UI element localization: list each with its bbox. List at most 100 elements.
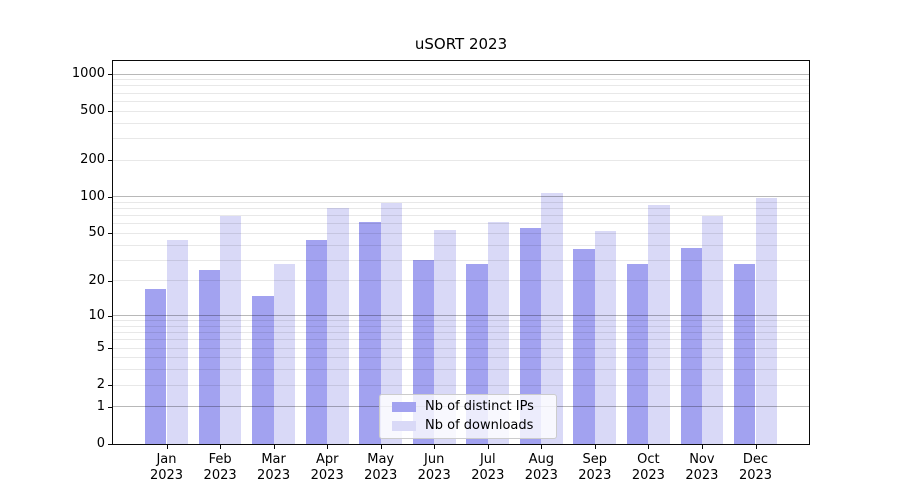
y-tick-mark-100: [108, 196, 113, 198]
y-tick-label-10: 10: [88, 307, 105, 323]
legend-swatch-downloads: [392, 421, 416, 431]
bar-ips-aug: [519, 228, 542, 444]
bar-ips-jan: [145, 289, 167, 444]
gridline-minor-2: [113, 384, 809, 386]
x-tick-mark-oct: [648, 444, 650, 449]
x-tick-label-mar: Mar 2023: [257, 452, 291, 483]
bar-downloads-mar: [273, 263, 295, 444]
gridline-minor-6: [113, 339, 809, 341]
gridline-minor-40: [113, 244, 809, 246]
bar-downloads-nov: [701, 215, 724, 444]
y-tick-label-0: 0: [96, 436, 105, 451]
y-tick-label-100: 100: [80, 188, 105, 204]
bar-ips-apr: [305, 240, 328, 444]
gridline-major-100: [113, 196, 809, 198]
y-tick-mark-1: [108, 406, 113, 408]
y-tick-label-20: 20: [88, 272, 105, 288]
bar-ips-nov: [680, 247, 702, 444]
gridline-minor-200: [113, 159, 809, 161]
gridline-minor-50: [113, 232, 809, 234]
x-tick-mark-nov: [701, 444, 703, 449]
bar-ips-oct: [627, 263, 649, 444]
x-tick-mark-aug: [541, 444, 543, 449]
gridline-minor-4: [113, 357, 809, 359]
y-tick-label-200: 200: [80, 152, 105, 167]
gridline-minor-800: [113, 85, 809, 87]
gridline-minor-700: [113, 92, 809, 94]
legend-swatch-distinct-ips: [392, 402, 416, 412]
plot-area: [113, 61, 809, 444]
x-tick-mark-apr: [327, 444, 329, 449]
y-tick-label-1: 1: [96, 398, 105, 414]
gridline-minor-500: [113, 110, 809, 112]
y-tick-mark-10: [108, 315, 113, 317]
x-tick-label-aug: Aug 2023: [524, 452, 558, 483]
x-tick-mark-sep: [594, 444, 596, 449]
bar-ips-sep: [573, 249, 595, 444]
y-tick-mark-2: [108, 385, 113, 387]
y-tick-label-2: 2: [96, 377, 105, 393]
gridline-minor-9: [113, 320, 809, 322]
y-tick-label-5: 5: [96, 340, 105, 355]
y-tick-mark-5: [108, 348, 113, 349]
gridline-minor-300: [113, 137, 809, 139]
x-tick-label-may: May 2023: [364, 452, 398, 483]
gridline-minor-70: [113, 215, 809, 217]
bar-downloads-oct: [648, 205, 670, 444]
x-tick-label-feb: Feb 2023: [203, 452, 237, 483]
bar-downloads-may: [380, 203, 403, 444]
gridline-minor-60: [113, 223, 809, 225]
x-tick-label-oct: Oct 2023: [631, 452, 665, 483]
gridline-minor-400: [113, 122, 809, 124]
y-tick-mark-200: [108, 160, 113, 161]
bar-downloads-jun: [434, 230, 456, 444]
y-tick-label-500: 500: [80, 103, 105, 119]
x-tick-label-sep: Sep 2023: [578, 452, 612, 483]
gridline-major-1000: [113, 73, 809, 75]
gridline-minor-600: [113, 100, 809, 102]
x-tick-label-nov: Nov 2023: [685, 452, 719, 483]
bar-ips-feb: [198, 269, 221, 444]
bar-downloads-dec: [755, 197, 777, 444]
y-tick-mark-1000: [108, 74, 113, 75]
legend-item-downloads: Nb of downloads: [392, 419, 556, 433]
gridline-major-10: [113, 315, 809, 317]
x-tick-label-apr: Apr 2023: [310, 452, 344, 483]
y-tick-label-50: 50: [88, 225, 105, 241]
bar-ips-mar: [252, 295, 274, 444]
y-tick-mark-500: [108, 111, 113, 113]
bar-ips-may: [359, 222, 381, 444]
gridline-minor-30: [113, 259, 809, 261]
x-tick-mark-feb: [220, 444, 222, 449]
y-tick-label-1000: 1000: [71, 66, 105, 81]
grid-layer: [113, 61, 809, 444]
gridline-minor-7: [113, 332, 809, 334]
x-tick-mark-jul: [487, 444, 489, 449]
gridline-minor-8: [113, 325, 809, 327]
x-tick-mark-jun: [434, 444, 436, 449]
bar-downloads-aug: [541, 192, 563, 444]
bar-downloads-apr: [327, 208, 349, 444]
x-tick-label-dec: Dec 2023: [738, 452, 773, 483]
legend-label-distinct-ips: Nb of distinct IPs: [425, 399, 534, 414]
x-tick-label-jul: Jul 2023: [471, 452, 505, 483]
bar-downloads-sep: [594, 231, 617, 444]
gridline-minor-5: [113, 347, 809, 349]
gridline-minor-20: [113, 280, 809, 282]
gridline-minor-90: [113, 201, 809, 203]
bar-downloads-jan: [166, 240, 188, 444]
x-tick-mark-mar: [273, 444, 275, 449]
bar-ips-dec: [734, 263, 756, 444]
x-tick-label-jun: Jun 2023: [417, 452, 451, 483]
gridline-minor-3: [113, 369, 809, 371]
bar-downloads-feb: [220, 215, 242, 444]
x-tick-label-jan: Jan 2023: [149, 452, 184, 483]
y-tick-mark-0: [108, 444, 113, 445]
y-tick-mark-20: [108, 280, 113, 282]
bar-downloads-jul: [487, 222, 510, 444]
legend-label-downloads: Nb of downloads: [425, 418, 534, 433]
legend-item-distinct-ips: Nb of distinct IPs: [392, 400, 556, 414]
gridline-minor-80: [113, 208, 809, 210]
gridline-minor-900: [113, 79, 809, 81]
